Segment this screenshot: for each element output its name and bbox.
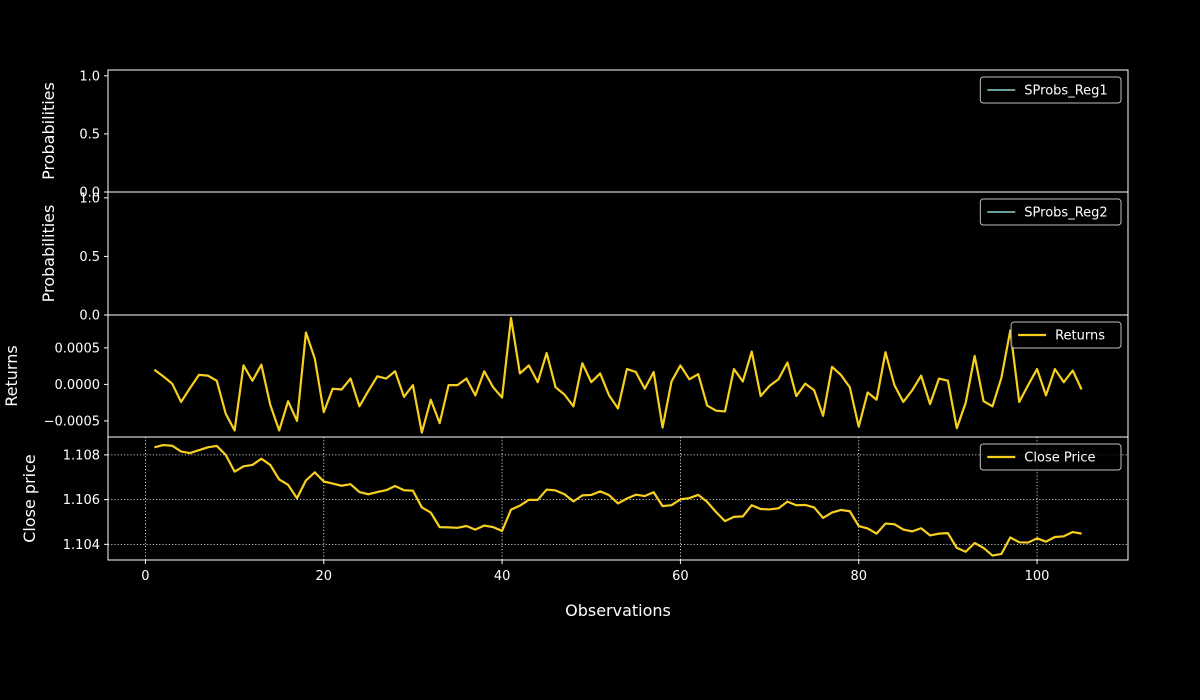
y-tick-label: 0.0 xyxy=(79,309,100,324)
x-tick-label: 0 xyxy=(141,569,149,584)
subplot-2: 0.0 0.5 1.0 Probabilities SProbs_Reg2 xyxy=(39,191,1129,324)
y-tick-label: 1.108 xyxy=(63,448,100,463)
x-tick-label: 100 xyxy=(1025,569,1050,584)
subplot-3: −0.0005 0.0000 0.0005 Returns Returns xyxy=(2,314,1129,438)
legend-label: SProbs_Reg1 xyxy=(1024,84,1107,99)
legend-box xyxy=(979,76,1122,104)
legend: SProbs_Reg1 xyxy=(979,76,1122,104)
x-tick-label: 20 xyxy=(315,569,332,584)
subplot-1: 0.0 0.5 1.0 Probabilities SProbs_Reg1 xyxy=(39,69,1129,201)
legend: Close Price xyxy=(979,443,1122,471)
axes-frame xyxy=(107,314,1129,438)
axes-frame xyxy=(107,191,1129,316)
x-axis-label: Observations xyxy=(565,601,671,620)
y-axis-label: Close price xyxy=(20,454,39,543)
legend-label: Returns xyxy=(1055,329,1105,344)
x-tick-label: 80 xyxy=(850,569,867,584)
y-tick-label: 1.106 xyxy=(63,493,100,508)
y-tick-label: 1.0 xyxy=(79,69,100,84)
legend: SProbs_Reg2 xyxy=(979,198,1122,226)
legend-box xyxy=(1010,321,1122,349)
x-tick-label: 40 xyxy=(494,569,511,584)
y-tick-label: 0.5 xyxy=(79,250,100,265)
legend-label: Close Price xyxy=(1024,451,1095,466)
axes-frame xyxy=(107,436,1129,561)
y-axis-label: Probabilities xyxy=(39,82,58,180)
legend-box xyxy=(979,443,1122,471)
legend-box xyxy=(979,198,1122,226)
legend: Returns xyxy=(1010,321,1122,349)
legend-label: SProbs_Reg2 xyxy=(1024,206,1107,221)
axes-frame xyxy=(107,69,1129,193)
y-tick-label: 0.0005 xyxy=(55,341,101,356)
y-tick-label: 1.0 xyxy=(79,191,100,206)
y-tick-label: 0.0000 xyxy=(55,378,101,393)
y-axis-label: Returns xyxy=(2,345,21,406)
y-tick-label: −0.0005 xyxy=(44,414,100,429)
y-axis-label: Probabilities xyxy=(39,205,58,303)
y-tick-label: 0.0 xyxy=(79,186,100,201)
series-line-close-price xyxy=(154,443,1082,557)
y-tick-label: 0.5 xyxy=(79,127,100,142)
y-tick-label: 1.104 xyxy=(63,538,100,553)
x-tick-label: 60 xyxy=(672,569,689,584)
series-line-returns xyxy=(153,316,1083,434)
subplot-4: 1.104 1.106 1.108 0 20 40 60 80 100 Close price Ob… xyxy=(20,436,1129,620)
